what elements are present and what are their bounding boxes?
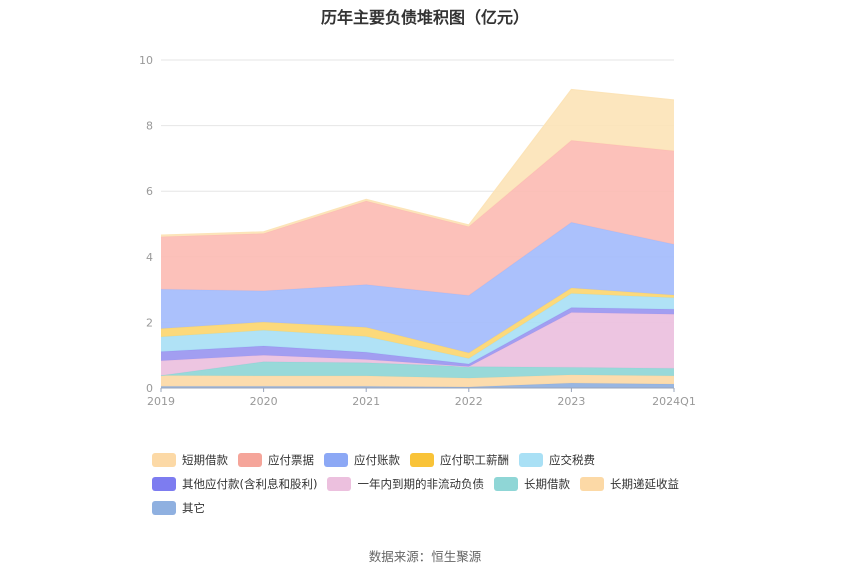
- legend-swatch: [152, 477, 176, 491]
- legend-swatch: [152, 501, 176, 515]
- legend-swatch: [410, 453, 434, 467]
- legend-label: 应交税费: [549, 453, 595, 467]
- legend-label: 一年内到期的非流动负债: [357, 477, 484, 491]
- legend-label: 长期借款: [523, 477, 570, 491]
- legend-label: 应付职工薪酬: [440, 453, 509, 467]
- legend-item[interactable]: 应付账款: [324, 452, 400, 468]
- legend-label: 长期递延收益: [609, 477, 679, 491]
- area-series-6[interactable]: [161, 287, 674, 359]
- legend-swatch: [493, 477, 518, 491]
- x-tick-label: 2022: [455, 395, 483, 408]
- legend-item[interactable]: 长期递延收益: [579, 476, 679, 492]
- area-series-5[interactable]: [161, 293, 674, 365]
- area-edge-9: [160, 88, 675, 236]
- area-series-7[interactable]: [161, 222, 674, 353]
- y-tick-label: 2: [146, 316, 153, 329]
- legend-label: 应付账款: [354, 453, 400, 467]
- area-series-8[interactable]: [161, 140, 674, 296]
- legend-item[interactable]: 应付票据: [238, 452, 314, 468]
- legend-row: 其它: [152, 496, 732, 520]
- legend-item[interactable]: 应交税费: [519, 452, 595, 468]
- legend-swatch: [324, 453, 348, 467]
- legend-swatch: [238, 453, 262, 467]
- legend-swatch: [519, 453, 543, 467]
- legend-item[interactable]: 一年内到期的非流动负债: [327, 476, 484, 492]
- legend-item[interactable]: 其它: [152, 500, 205, 516]
- legend-swatch: [579, 477, 604, 491]
- x-tick-label: 2023: [557, 395, 585, 408]
- legend-item[interactable]: 长期借款: [493, 476, 570, 492]
- x-tick-label: 2019: [147, 395, 175, 408]
- x-tick-label: 2020: [250, 395, 278, 408]
- legend-label: 短期借款: [182, 453, 228, 467]
- y-tick-label: 0: [146, 382, 153, 395]
- legend-row: 其他应付款(含利息和股利) 一年内到期的非流动负债 长期借款 长期递延收益: [152, 472, 732, 496]
- chart-title: 历年主要负债堆积图（亿元）: [320, 8, 529, 27]
- legend-item[interactable]: 其他应付款(含利息和股利): [152, 476, 317, 492]
- axes: 0 2 4 6 8 10 2019 2020 2021 2022 2023 2024Q1: [139, 54, 696, 408]
- data-source: 数据来源：恒生聚源: [368, 549, 482, 564]
- y-tick-label: 6: [146, 185, 153, 198]
- y-tick-label: 10: [139, 54, 153, 67]
- legend: 短期借款 应付票据 应付账款 应付职工薪酬 应交税费其他应付款(含利息和股利) 一年内到期…: [152, 448, 732, 520]
- x-tick-label: 2021: [352, 395, 380, 408]
- area-series-2[interactable]: [161, 361, 674, 379]
- area-series: [160, 88, 675, 388]
- legend-label: 其它: [182, 501, 205, 515]
- y-tick-label: 4: [146, 251, 153, 264]
- legend-row: 短期借款 应付票据 应付账款 应付职工薪酬 应交税费: [152, 448, 732, 472]
- legend-item[interactable]: 应付职工薪酬: [410, 452, 509, 468]
- area-series-3[interactable]: [161, 312, 674, 376]
- area-series-1[interactable]: [161, 374, 674, 388]
- legend-label: 应付票据: [268, 453, 314, 467]
- area-series-9[interactable]: [161, 89, 674, 237]
- x-tick-label: 2024Q1: [652, 395, 696, 408]
- legend-swatch: [327, 477, 352, 491]
- y-tick-label: 8: [146, 120, 153, 133]
- legend-item[interactable]: 短期借款: [152, 452, 228, 468]
- legend-label: 其他应付款(含利息和股利): [182, 477, 318, 491]
- legend-swatch: [152, 453, 176, 467]
